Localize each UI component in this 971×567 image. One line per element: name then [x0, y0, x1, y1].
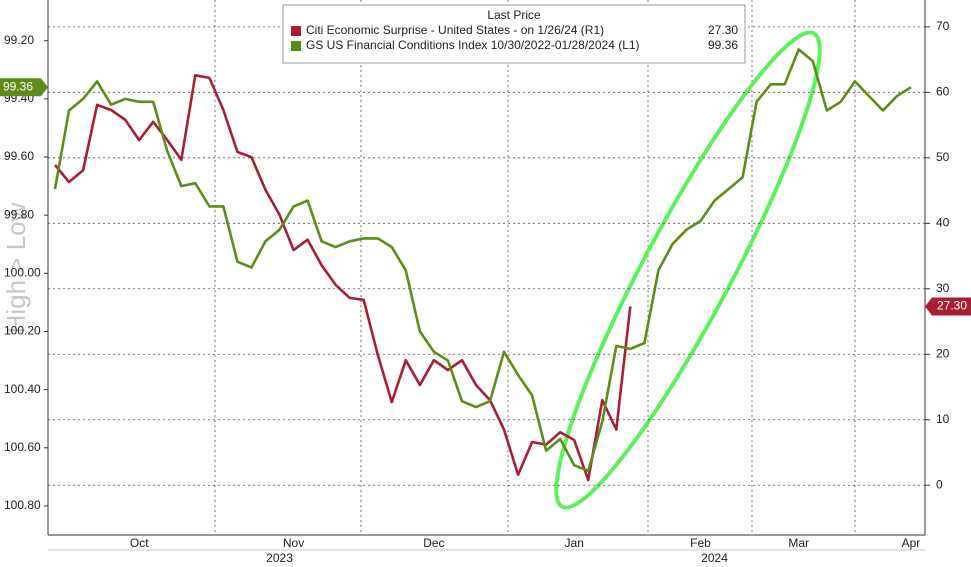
series-line	[53, 74, 632, 482]
x-tick-label: Feb	[690, 536, 711, 550]
price-tag	[0, 78, 48, 97]
y-tick-label: 100.00	[4, 265, 41, 279]
legend-value: 27.30	[708, 23, 738, 37]
x-year-label: 2024	[701, 551, 728, 565]
legend-title: Last Price	[487, 8, 541, 22]
legend-swatch	[291, 26, 301, 36]
x-tick-label: Nov	[283, 536, 304, 550]
price-tag-label: 99.36	[3, 79, 33, 93]
legend-label: Citi Economic Surprise - United States -…	[306, 23, 604, 37]
x-year-label: 2023	[266, 551, 293, 565]
y2-tick-label: 30	[936, 281, 950, 295]
x-tick-label: Mar	[788, 536, 809, 550]
x-tick-label: Apr	[902, 536, 921, 550]
y2-tick-label: 10	[936, 412, 950, 426]
y2-tick-label: 60	[936, 85, 950, 99]
y2-tick-label: 20	[936, 346, 950, 360]
legend-value: 99.36	[708, 38, 738, 52]
price-tag	[925, 297, 971, 316]
y2-tick-label: 0	[936, 477, 943, 491]
y-tick-label: 100.20	[4, 324, 41, 338]
y-tick-label: 100.80	[4, 498, 41, 512]
y2-tick-label: 50	[936, 150, 950, 164]
x-tick-label: Oct	[130, 536, 149, 550]
legend-swatch	[291, 41, 301, 51]
y-tick-label: 100.60	[4, 440, 41, 454]
series-line	[53, 48, 912, 473]
y-tick-label: 100.40	[4, 382, 41, 396]
x-tick-label: Jan	[565, 536, 584, 550]
legend-box	[282, 4, 746, 64]
y-axis-label: High > Low	[1, 202, 31, 333]
month-separators	[214, 0, 856, 535]
y-tick-label: 99.20	[4, 33, 34, 47]
y2-tick-label: 40	[936, 215, 950, 229]
highlight-ellipse	[554, 30, 822, 510]
y-tick-label: 99.80	[4, 207, 34, 221]
y-tick-label: 99.60	[4, 149, 34, 163]
x-tick-label: Dec	[423, 536, 444, 550]
y2-tick-label: 70	[936, 19, 950, 33]
price-tag-label: 27.30	[937, 299, 967, 313]
legend-label: GS US Financial Conditions Index 10/30/2…	[306, 38, 640, 52]
